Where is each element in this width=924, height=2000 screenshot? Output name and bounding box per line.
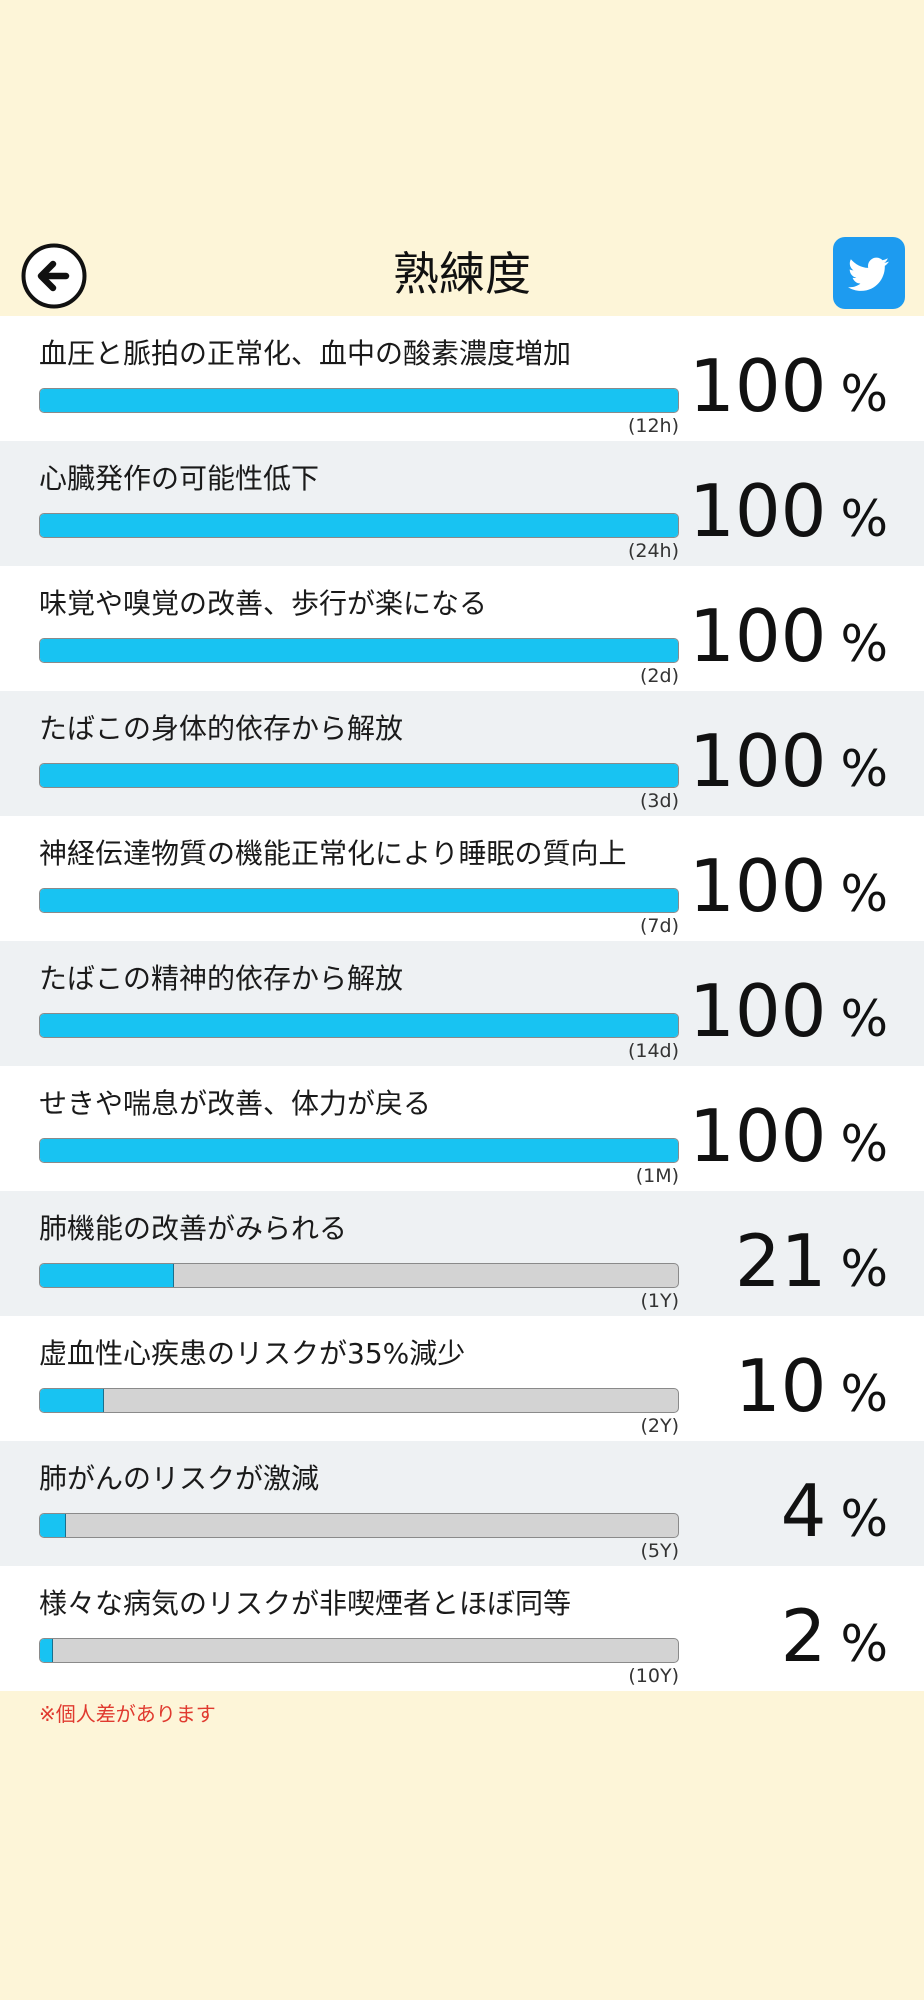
percent-unit: % [840, 1240, 888, 1298]
list-item: 心臓発作の可能性低下 (24h) 100% [0, 441, 924, 566]
percent-readout: 100% [689, 596, 888, 676]
list-item: 様々な病気のリスクが非喫煙者とほぼ同等 (10Y) 2% [0, 1566, 924, 1691]
list-item: 虚血性心疾患のリスクが35%減少 (2Y) 10% [0, 1316, 924, 1441]
arrow-left-circle-icon [21, 243, 87, 309]
list-item: たばこの精神的依存から解放 (14d) 100% [0, 941, 924, 1066]
milestone-label: 肺機能の改善がみられる [39, 1212, 348, 1245]
percent-readout: 100% [689, 971, 888, 1051]
percent-readout: 100% [689, 1096, 888, 1176]
percent-unit: % [840, 365, 888, 423]
progress-bar-fill [40, 389, 678, 412]
percent-value: 100 [689, 969, 827, 1053]
milestone-label: 神経伝達物質の機能正常化により睡眠の質向上 [39, 837, 627, 870]
percent-readout: 2% [781, 1596, 888, 1676]
milestone-label: たばこの身体的依存から解放 [39, 712, 404, 745]
page-title: 熟練度 [393, 247, 531, 301]
progress-bar-fill [40, 1264, 174, 1287]
progress-bar-fill [40, 889, 678, 912]
milestone-label: たばこの精神的依存から解放 [39, 962, 404, 995]
percent-value: 100 [689, 344, 827, 428]
progress-bar [39, 1513, 679, 1538]
progress-bar-fill [40, 1014, 678, 1037]
percent-unit: % [840, 615, 888, 673]
header-bar: 熟練度 [0, 232, 924, 316]
percent-value: 100 [689, 594, 827, 678]
percent-value: 100 [689, 844, 827, 928]
percent-value: 4 [780, 1469, 827, 1553]
percent-readout: 100% [689, 346, 888, 426]
milestone-label: 虚血性心疾患のリスクが35%減少 [39, 1337, 466, 1370]
milestone-period: (7d) [640, 915, 679, 937]
progress-bar [39, 1138, 679, 1163]
milestone-period: (10Y) [628, 1665, 679, 1687]
percent-readout: 100% [689, 471, 888, 551]
milestone-period: (2Y) [640, 1415, 679, 1437]
percent-unit: % [840, 1365, 888, 1423]
progress-list: 血圧と脈拍の正常化、血中の酸素濃度増加 (12h) 100% 心臓発作の可能性低下 (2… [0, 316, 924, 1691]
progress-bar-fill [40, 764, 678, 787]
progress-bar [39, 1013, 679, 1038]
percent-unit: % [840, 1615, 888, 1673]
progress-bar-fill [40, 1389, 104, 1412]
twitter-share-button[interactable] [833, 237, 905, 309]
list-item: 神経伝達物質の機能正常化により睡眠の質向上 (7d) 100% [0, 816, 924, 941]
milestone-period: (1Y) [640, 1290, 679, 1312]
progress-bar [39, 1388, 679, 1413]
progress-bar [39, 513, 679, 538]
progress-bar-fill [40, 1514, 66, 1537]
list-item: せきや喘息が改善、体力が戻る (1M) 100% [0, 1066, 924, 1191]
milestone-period: (24h) [627, 540, 679, 562]
back-button[interactable] [20, 242, 88, 310]
percent-value: 2 [780, 1594, 827, 1678]
milestone-label: 様々な病気のリスクが非喫煙者とほぼ同等 [39, 1587, 572, 1620]
milestone-label: 味覚や嗅覚の改善、歩行が楽になる [39, 587, 488, 620]
progress-bar [39, 763, 679, 788]
list-item: 肺機能の改善がみられる (1Y) 21% [0, 1191, 924, 1316]
percent-value: 10 [734, 1344, 827, 1428]
percent-readout: 100% [689, 721, 888, 801]
list-item: たばこの身体的依存から解放 (3d) 100% [0, 691, 924, 816]
percent-unit: % [840, 1490, 888, 1548]
milestone-period: (3d) [640, 790, 679, 812]
milestone-period: (12h) [627, 415, 679, 437]
percent-unit: % [840, 740, 888, 798]
percent-readout: 10% [735, 1346, 888, 1426]
milestone-label: せきや喘息が改善、体力が戻る [39, 1087, 432, 1120]
milestone-period: (2d) [640, 665, 679, 687]
progress-bar-fill [40, 639, 678, 662]
progress-bar-fill [40, 1639, 53, 1662]
percent-readout: 21% [735, 1221, 888, 1301]
milestone-period: (1M) [635, 1165, 679, 1187]
percent-value: 100 [689, 719, 827, 803]
progress-bar [39, 388, 679, 413]
percent-value: 100 [689, 469, 827, 553]
milestone-label: 心臓発作の可能性低下 [39, 462, 320, 495]
list-item: 味覚や嗅覚の改善、歩行が楽になる (2d) 100% [0, 566, 924, 691]
percent-unit: % [840, 1115, 888, 1173]
percent-value: 100 [689, 1094, 827, 1178]
percent-unit: % [840, 990, 888, 1048]
milestone-label: 血圧と脈拍の正常化、血中の酸素濃度増加 [39, 337, 572, 370]
milestone-period: (14d) [627, 1040, 679, 1062]
progress-bar [39, 1638, 679, 1663]
percent-readout: 4% [781, 1471, 888, 1551]
progress-bar-fill [40, 1139, 678, 1162]
percent-unit: % [840, 490, 888, 548]
list-item: 肺がんのリスクが激減 (5Y) 4% [0, 1441, 924, 1566]
progress-bar [39, 638, 679, 663]
disclaimer-note: ※個人差があります [39, 1702, 216, 1726]
progress-bar-fill [40, 514, 678, 537]
percent-unit: % [840, 865, 888, 923]
percent-value: 21 [734, 1219, 827, 1303]
milestone-label: 肺がんのリスクが激減 [39, 1462, 320, 1495]
list-item: 血圧と脈拍の正常化、血中の酸素濃度増加 (12h) 100% [0, 316, 924, 441]
progress-bar [39, 1263, 679, 1288]
twitter-bird-icon [848, 257, 889, 291]
progress-bar [39, 888, 679, 913]
percent-readout: 100% [689, 846, 888, 926]
milestone-period: (5Y) [640, 1540, 679, 1562]
